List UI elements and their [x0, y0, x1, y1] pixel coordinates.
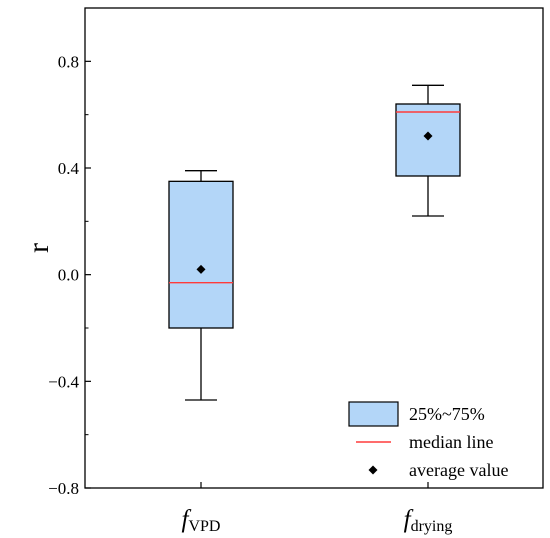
legend-mean-marker [368, 465, 378, 475]
legend-box-swatch [348, 401, 399, 427]
y-axis-label: r [22, 243, 55, 253]
box-series [168, 84, 461, 401]
y-tick-label: 0.0 [58, 266, 79, 285]
legend-box-label: 25%~75% [409, 404, 485, 424]
x-category-label: fVPD [182, 506, 221, 535]
legend: 25%~75% median line average value [348, 401, 508, 480]
box-group [168, 170, 234, 401]
legend-median-label: median line [409, 432, 493, 452]
category-subscript: drying [411, 518, 453, 535]
y-tick-label: 0.4 [58, 159, 80, 178]
category-subscript: VPD [188, 518, 220, 535]
mean-marker [196, 264, 206, 274]
box-group [395, 84, 461, 217]
y-tick-label: −0.8 [48, 479, 79, 498]
mean-marker [423, 131, 433, 141]
y-tick-label: 0.8 [58, 52, 79, 71]
plot-frame [84, 7, 544, 489]
category-main-text: f [182, 506, 192, 533]
iqr-box [168, 180, 234, 329]
y-tick-label: −0.4 [48, 372, 79, 391]
category-main-text: f [404, 506, 414, 533]
x-category-label: fdrying [404, 506, 453, 535]
legend-mean-label: average value [409, 460, 508, 480]
